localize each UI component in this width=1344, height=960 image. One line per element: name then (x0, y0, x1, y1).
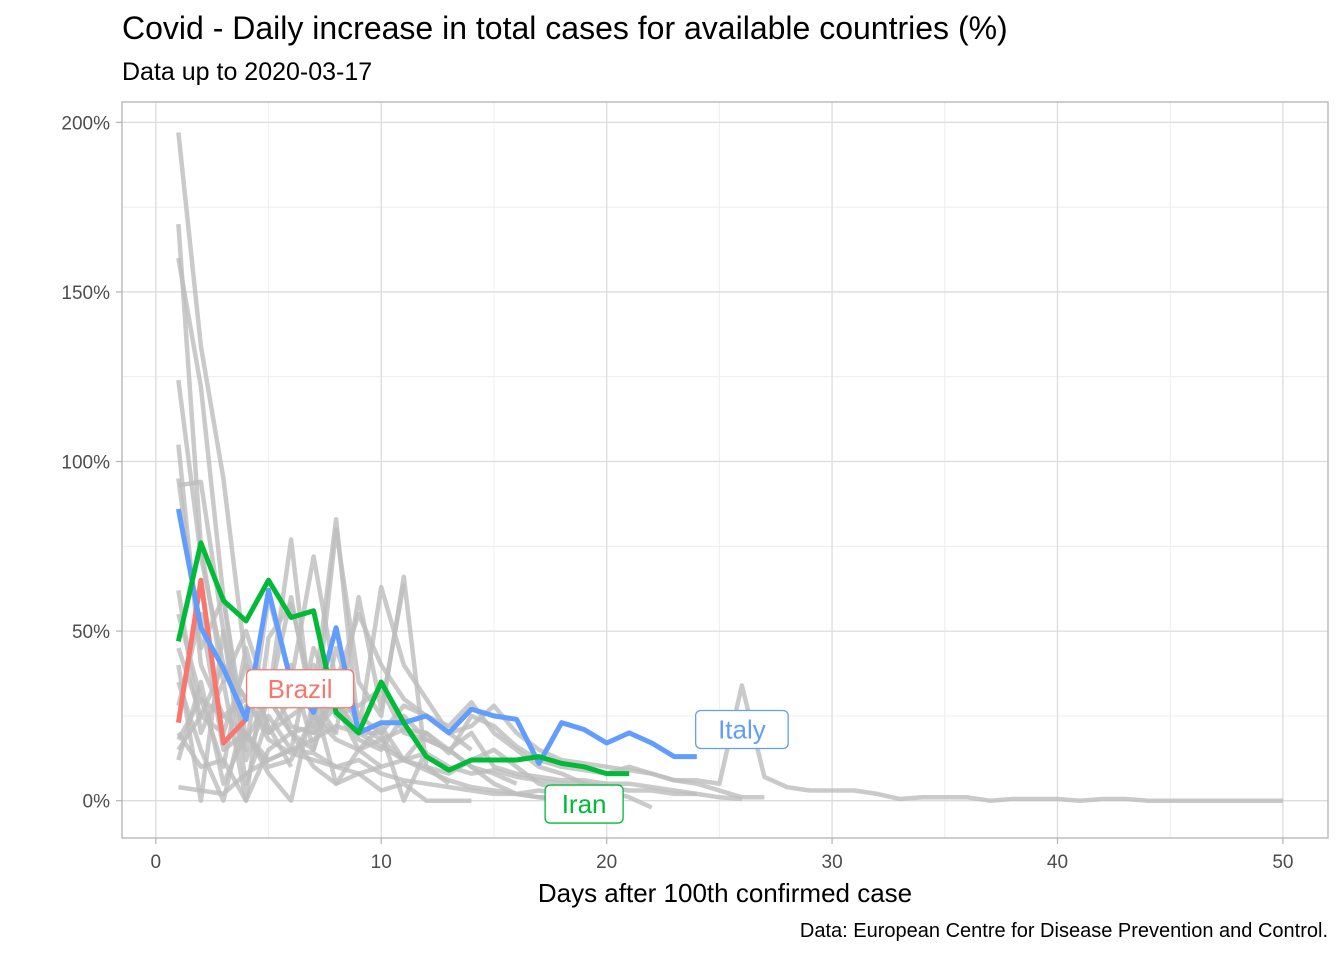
y-axis-ticks: 0% 50% 100% 150% 200% (61, 113, 122, 813)
italy-series-line (175, 508, 697, 766)
x-axis-ticks: 0 10 20 30 40 50 (151, 838, 1293, 873)
y-tick-label: 150% (61, 283, 110, 304)
country-labels: Brazil Italy Iran (245, 669, 789, 824)
x-tick-label: 20 (596, 852, 617, 873)
chart-title: Covid - Daily increase in total cases fo… (122, 10, 1008, 46)
x-tick-label: 0 (151, 852, 162, 873)
plot-panel-border (121, 101, 1329, 839)
x-tick-label: 50 (1272, 852, 1293, 873)
country-series-line (176, 730, 472, 803)
x-tick-label: 10 (371, 852, 392, 873)
y-tick-label: 0% (83, 792, 111, 813)
italy-label: Italy (695, 709, 789, 750)
x-tick-label: 40 (1047, 852, 1068, 873)
x-axis-title: Days after 100th confirmed case (538, 878, 912, 908)
data-source-caption: Data: European Centre for Disease Preven… (799, 920, 1328, 942)
svg-text:Iran: Iran (562, 789, 607, 819)
y-tick-label: 200% (61, 113, 110, 134)
svg-text:Italy: Italy (718, 714, 766, 744)
iran-series-line (175, 540, 630, 777)
brazil-label: Brazil (245, 669, 355, 709)
country-series-line (176, 679, 383, 803)
y-tick-label: 100% (61, 453, 110, 474)
country-series-line (176, 662, 562, 803)
y-tick-label: 50% (72, 622, 110, 643)
highlighted-country-lines (175, 508, 697, 777)
iran-label: Iran (544, 784, 624, 824)
country-series-line (176, 132, 294, 768)
country-series-line (176, 613, 562, 797)
brazil-series-line (175, 577, 248, 746)
chart-subtitle: Data up to 2020-03-17 (122, 58, 373, 86)
svg-text:Brazil: Brazil (268, 674, 333, 704)
x-tick-label: 30 (822, 852, 843, 873)
